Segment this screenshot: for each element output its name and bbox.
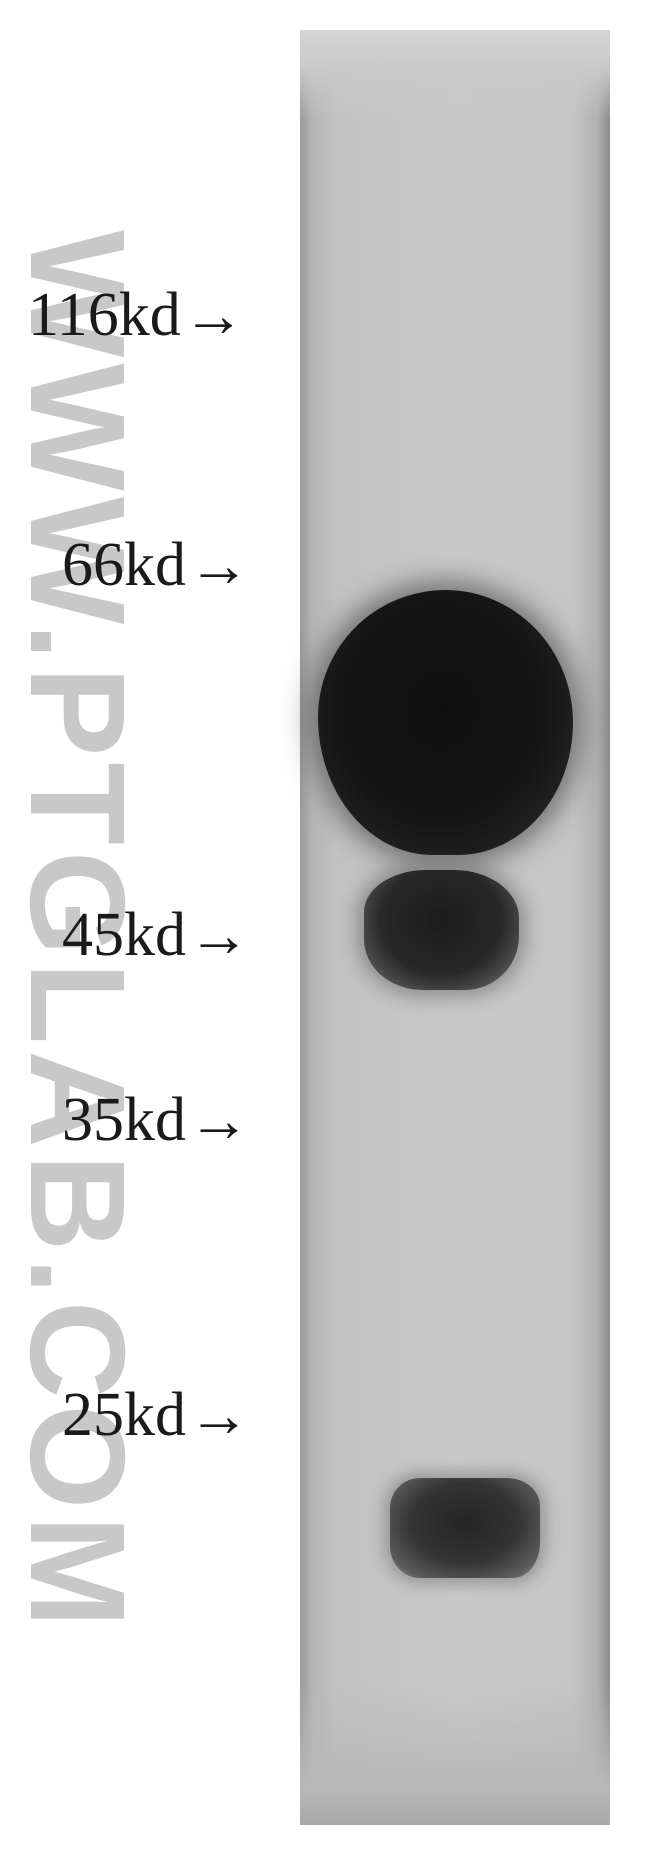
- marker-45kd: 45kd →: [62, 900, 250, 971]
- marker-label: 45kd: [62, 900, 186, 971]
- arrow-icon: →: [188, 1085, 250, 1156]
- band-22kd: [390, 1478, 540, 1578]
- band-main: [318, 590, 573, 855]
- marker-66kd: 66kd →: [62, 530, 250, 601]
- marker-35kd: 35kd →: [62, 1085, 250, 1156]
- arrow-icon: →: [188, 530, 250, 601]
- marker-116kd: 116kd →: [28, 280, 245, 351]
- marker-label: 116kd: [28, 280, 181, 351]
- blot-lane-container: [300, 0, 610, 1855]
- arrow-icon: →: [183, 280, 245, 351]
- marker-label: 66kd: [62, 530, 186, 601]
- marker-25kd: 25kd →: [62, 1380, 250, 1451]
- band-45kd: [364, 870, 519, 990]
- arrow-icon: →: [188, 1380, 250, 1451]
- arrow-icon: →: [188, 900, 250, 971]
- marker-label: 25kd: [62, 1380, 186, 1451]
- marker-label: 35kd: [62, 1085, 186, 1156]
